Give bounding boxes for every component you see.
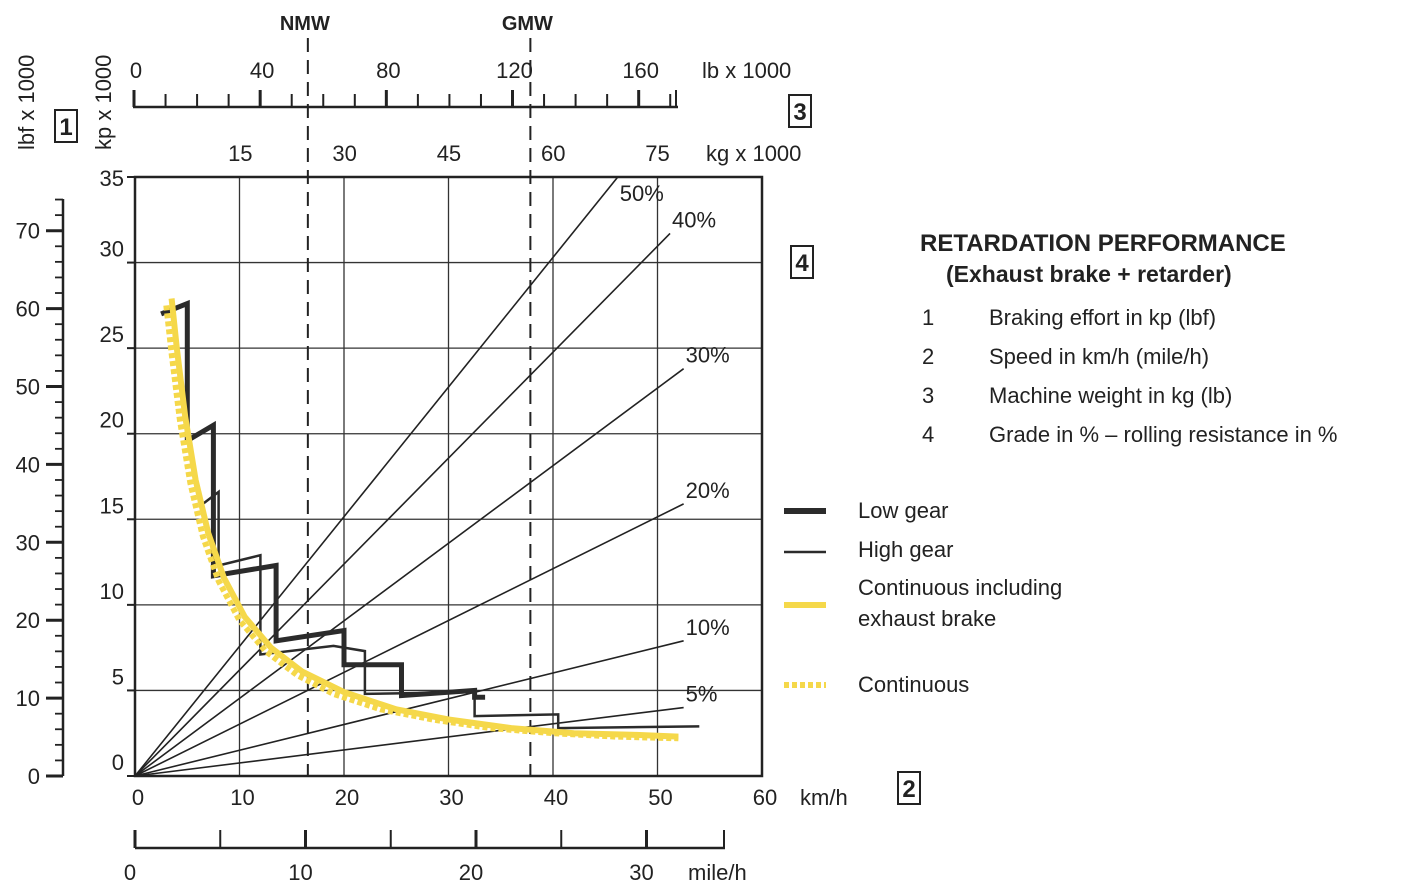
series-line-continuous [163, 305, 679, 742]
grade-label: 20% [686, 478, 730, 503]
y-tick-label-lbf: 10 [16, 686, 40, 711]
marker-label-nmw: NMW [280, 13, 330, 35]
chart-subtitle: (Exhaust brake + retarder) [946, 261, 1232, 287]
y-tick-label-lbf: 40 [16, 452, 40, 477]
grade-label: 50% [620, 181, 664, 206]
x-tick-label-kmh: 40 [544, 785, 568, 810]
legend-number: 4 [922, 422, 935, 447]
y-axis-title-lbf: lbf x 1000 [14, 55, 39, 150]
grade-line [134, 640, 684, 777]
weight-tick-label-kg: 30 [332, 141, 356, 166]
x-axis-unit-kmh: km/h [800, 785, 848, 810]
numbered-legend-item: 4 Grade in % – rolling resistance in % [920, 415, 1400, 454]
legend-text: Braking effort in kp (lbf) [989, 305, 1217, 330]
y-tick-label-kp: 25 [100, 322, 124, 347]
grade-line [134, 368, 685, 777]
weight-axis-unit-lb: lb x 1000 [702, 58, 791, 83]
legend-high-gear: High gear [782, 534, 953, 565]
x-tick-label-mph: 30 [629, 860, 653, 885]
y-tick-label-kp: 5 [112, 664, 124, 689]
weight-tick-label-lb: 120 [496, 58, 533, 83]
weight-axis-unit-kg: kg x 1000 [706, 141, 801, 166]
weight-tick-label-kg: 60 [541, 141, 565, 166]
legend-number: 1 [922, 305, 935, 330]
y-tick-label-lbf: 50 [16, 375, 40, 400]
box-number-label: 3 [793, 99, 806, 126]
grade-label: 10% [686, 615, 730, 640]
grade-line [134, 706, 684, 777]
legend-text: Machine weight in kg (lb) [989, 383, 1233, 408]
y-tick-label-kp: 15 [100, 493, 124, 518]
weight-tick-label-kg: 45 [437, 141, 461, 166]
grade-line [134, 232, 671, 777]
x-tick-label-kmh: 50 [648, 785, 672, 810]
x-tick-label-kmh: 30 [439, 785, 463, 810]
chart-title: RETARDATION PERFORMANCE [920, 230, 1286, 257]
grade-line [134, 176, 619, 777]
numbered-legend-item: 2 Speed in km/h (mile/h) [920, 337, 1400, 376]
legend-label: High gear [858, 537, 954, 562]
y-tick-label-lbf: 0 [28, 764, 40, 789]
weight-tick-label-kg: 15 [228, 141, 252, 166]
box-number-frame [790, 245, 814, 279]
x-tick-label-kmh: 60 [753, 785, 777, 810]
y-tick-label-kp: 0 [112, 750, 124, 775]
plot-frame [133, 175, 764, 778]
x-tick-label-kmh: 20 [335, 785, 359, 810]
x-axis-unit-mph: mile/h [688, 860, 747, 885]
legend-text: Speed in km/h (mile/h) [989, 344, 1210, 369]
box-number-frame [897, 771, 921, 805]
y-tick-label-kp: 35 [100, 166, 124, 191]
weight-tick-label-lb: 0 [130, 58, 142, 83]
marker-label-gmw: GMW [502, 13, 553, 35]
y-tick-label-lbf: 60 [16, 297, 40, 322]
low-gear-swatch [784, 508, 826, 514]
box-number-frame [54, 109, 78, 143]
numbered-legend-item: 1 Braking effort in kp (lbf) [920, 298, 1400, 337]
x-tick-label-kmh: 10 [230, 785, 254, 810]
legend-label: Continuous including exhaust brake [858, 575, 1063, 631]
weight-tick-label-kg: 75 [645, 141, 669, 166]
numbered-legend-item: 3 Machine weight in kg (lb) [920, 376, 1400, 415]
continuous-exhaust-swatch [784, 602, 826, 608]
legend-label: Continuous [858, 672, 970, 697]
y-tick-label-kp: 20 [100, 408, 124, 433]
continuous-swatch [784, 682, 826, 688]
legend-number: 2 [922, 344, 935, 369]
x-tick-label-mph: 0 [124, 860, 136, 885]
grade-line [134, 503, 684, 777]
legend-number: 3 [922, 383, 935, 408]
x-tick-label-mph: 10 [288, 860, 312, 885]
x-tick-label-mph: 20 [459, 860, 483, 885]
box-number-label: 2 [902, 776, 915, 803]
y-tick-label-lbf: 20 [16, 608, 40, 633]
series-line-continuous-including-exhaust-brake [168, 298, 679, 740]
legend-text: Grade in % – rolling resistance in % [989, 422, 1338, 447]
info-panel: RETARDATION PERFORMANCE (Exhaust brake +… [920, 228, 1400, 454]
y-tick-label-kp: 30 [100, 237, 124, 262]
y-axis-title-kp: kp x 1000 [91, 55, 116, 150]
legend-label: Low gear [858, 498, 949, 523]
x-tick-label-kmh: 0 [132, 785, 144, 810]
series-line-low-gear [160, 299, 486, 700]
legend-continuous: Continuous [782, 669, 969, 700]
box-number-frame [788, 94, 812, 128]
legend-continuous-exhaust: Continuous including exhaust brake [782, 572, 1098, 634]
box-number-label: 4 [795, 250, 809, 277]
y-tick-label-lbf: 30 [16, 530, 40, 555]
grade-label: 5% [686, 682, 718, 707]
grade-label: 40% [672, 207, 716, 232]
legend-low-gear: Low gear [782, 495, 949, 526]
high-gear-swatch [784, 550, 826, 554]
y-tick-label-lbf: 70 [16, 219, 40, 244]
weight-tick-label-lb: 80 [376, 58, 400, 83]
y-tick-label-kp: 10 [100, 579, 124, 604]
grade-label: 30% [686, 343, 730, 368]
box-number-label: 1 [59, 114, 72, 141]
weight-tick-label-lb: 40 [250, 58, 274, 83]
weight-tick-label-lb: 160 [622, 58, 659, 83]
